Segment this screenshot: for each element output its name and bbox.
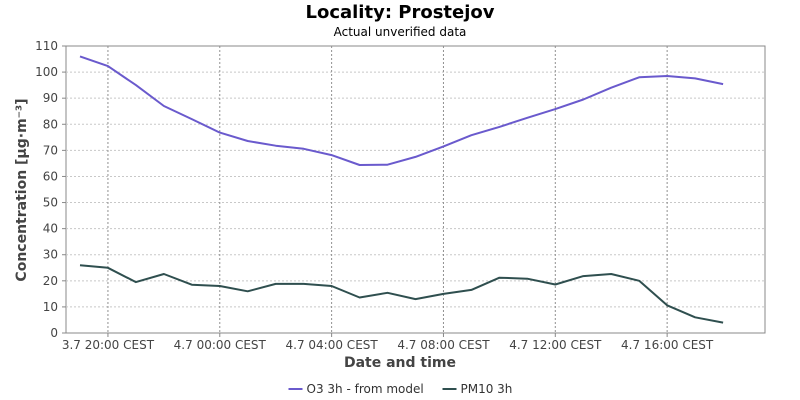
legend-label: PM10 3h (461, 382, 513, 396)
y-tick-label: 50 (43, 196, 58, 210)
y-tick-label: 80 (43, 117, 58, 131)
legend-label: O3 3h - from model (307, 382, 424, 396)
x-tick-label: 3.7 20:00 CEST (62, 338, 155, 352)
x-tick-label: 4.7 16:00 CEST (621, 338, 714, 352)
plot-area (65, 45, 766, 334)
y-tick-label: 70 (43, 143, 58, 157)
series-line-o3 (79, 55, 724, 166)
y-tick-label: 30 (43, 248, 58, 262)
series-line-pm10 (79, 264, 724, 324)
x-axis-label: Date and time (344, 355, 456, 371)
y-tick-label: 100 (35, 65, 58, 79)
x-tick-label: 4.7 08:00 CEST (397, 338, 490, 352)
chart-title: Locality: Prostejov (305, 2, 494, 23)
series-lines (79, 55, 724, 324)
grid-lines (66, 46, 765, 333)
y-axis-label: Concentration [µg·m⁻³] (14, 98, 30, 281)
chart-subtitle: Actual unverified data (334, 25, 467, 39)
y-tick-label: 60 (43, 169, 58, 183)
x-axis-ticks: 3.7 20:00 CEST 4.7 00:00 CEST 4.7 04:00 CE… (62, 333, 714, 352)
y-tick-label: 0 (50, 326, 58, 340)
y-tick-label: 10 (43, 300, 58, 314)
y-tick-label: 90 (43, 91, 58, 105)
legend: O3 3h - from model PM10 3h (288, 382, 513, 396)
y-tick-label: 20 (43, 274, 58, 288)
y-tick-label: 110 (35, 39, 58, 53)
x-tick-label: 4.7 12:00 CEST (509, 338, 602, 352)
y-axis-ticks: 0 10 20 30 40 50 60 70 80 90 100 110 (35, 39, 66, 340)
y-tick-label: 40 (43, 222, 58, 236)
x-tick-label: 4.7 04:00 CEST (286, 338, 379, 352)
x-tick-label: 4.7 00:00 CEST (174, 338, 267, 352)
